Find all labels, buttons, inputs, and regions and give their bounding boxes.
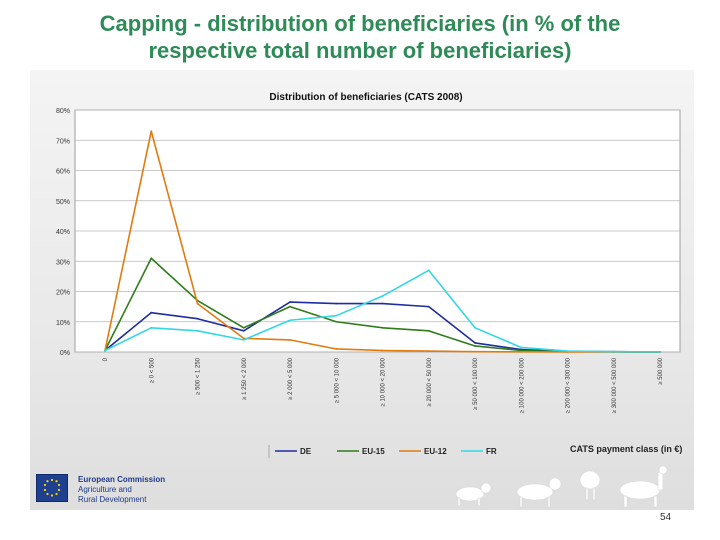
y-tick-label: 40% (56, 229, 70, 236)
x-tick-label: ≥ 2 000 < 5 000 (288, 357, 294, 399)
data-point-eu-12 (150, 130, 153, 133)
x-tick-label: ≥ 500 000 (658, 357, 664, 384)
x-tick-label: ≥ 5 000 < 10 000 (334, 357, 340, 403)
data-point-eu-15 (335, 320, 338, 323)
data-point-eu-12 (242, 337, 245, 340)
data-point-de (242, 329, 245, 332)
data-point-eu-12 (335, 348, 338, 350)
eu-flag-icon (36, 474, 68, 502)
x-tick-label: 0 (103, 357, 109, 361)
data-point-eu-15 (474, 345, 476, 347)
x-tick-label: ≥ 500 < 1 250 (196, 357, 202, 394)
data-point-fr (104, 349, 106, 352)
data-point-eu-15 (150, 257, 153, 260)
slide-title: Capping - distribution of beneficiaries … (20, 10, 700, 64)
organization-dg-line2: Rural Development (78, 495, 147, 504)
organization-block: European Commission Agriculture and Rura… (78, 475, 165, 505)
chart: Distribution of beneficiaries (CATS 2008… (56, 92, 682, 458)
data-point-fr (381, 295, 384, 297)
data-point-de (196, 317, 199, 320)
data-point-fr (289, 319, 291, 322)
y-tick-label: 70% (56, 138, 70, 145)
data-point-de (150, 311, 153, 314)
y-tick-label: 10% (56, 320, 70, 327)
data-point-eu-12 (289, 339, 291, 341)
data-point-fr (196, 329, 199, 332)
x-tick-label: ≥ 300 000 < 500 000 (612, 357, 618, 413)
x-tick-labels: 0 ≥ 0 < 500 ≥ 500 < 1 250 ≥ 1 250 < 2 000 ≥ … (103, 357, 664, 413)
data-point-eu-12 (474, 350, 476, 353)
y-tick-labels: 0% 10% 20% 30% 40% 50% 60% 70% 80% (56, 108, 70, 357)
x-tick-label: ≥ 0 < 500 (149, 357, 155, 383)
data-point-fr (566, 350, 569, 352)
x-tick-label: ≥ 20 000 < 50 000 (427, 357, 433, 406)
organization-name: European Commission (78, 475, 166, 484)
data-point-eu-12 (381, 349, 384, 352)
data-point-eu-12 (520, 350, 523, 353)
legend-label: FR (486, 447, 497, 456)
grid-layer (74, 109, 681, 353)
y-tick-label: 80% (56, 108, 70, 115)
page-number: 54 (660, 512, 672, 523)
x-tick-label: ≥ 100 000 < 200 000 (519, 357, 525, 413)
data-point-eu-15 (289, 305, 291, 308)
x-tick-label: ≥ 10 000 < 20 000 (381, 357, 387, 406)
legend: DE EU-15 EU-12 FR (268, 445, 497, 458)
chart-panel: Distribution of beneficiaries (CATS 2008… (30, 70, 694, 510)
y-tick-label: 50% (56, 199, 70, 206)
organization-dg-line1: Agriculture and (78, 485, 132, 494)
slide-title-line-2: respective total number of beneficiaries… (148, 38, 572, 63)
slide-title-line-1: Capping - distribution of beneficiaries … (99, 11, 621, 36)
y-tick-label: 20% (56, 290, 70, 297)
x-tick-label: ≥ 200 000 < 300 000 (566, 357, 572, 413)
data-point-de (335, 302, 338, 305)
data-point-eu-12 (196, 302, 199, 305)
data-point-fr (150, 326, 153, 329)
data-point-de (474, 342, 476, 344)
series-layer (104, 130, 661, 353)
data-point-fr (474, 326, 476, 329)
chart-title: Distribution of beneficiaries (CATS 2008… (269, 92, 462, 103)
y-tick-label: 0% (60, 350, 70, 357)
data-point-fr (659, 350, 661, 353)
data-point-de (381, 302, 384, 305)
data-point-fr (427, 269, 430, 272)
data-point-eu-15 (427, 329, 430, 332)
data-point-fr (335, 314, 338, 317)
x-axis-label: CATS payment class (in €) (570, 444, 682, 454)
data-point-eu-15 (242, 326, 245, 329)
data-point-fr (242, 339, 245, 341)
x-tick-label: ≥ 50 000 < 100 000 (473, 357, 479, 410)
data-point-fr (520, 346, 523, 349)
data-point-de (289, 301, 291, 303)
data-point-eu-15 (381, 326, 384, 329)
legend-label: DE (300, 447, 312, 456)
y-tick-label: 30% (56, 259, 70, 266)
farm-animals-silhouette (455, 465, 668, 508)
data-point-fr (612, 350, 615, 353)
legend-label: EU-12 (424, 447, 447, 456)
x-tick-label: ≥ 1 250 < 2 000 (242, 357, 248, 399)
legend-label: EU-15 (362, 447, 385, 456)
data-point-eu-15 (520, 349, 523, 352)
data-point-eu-12 (427, 350, 430, 352)
y-tick-label: 60% (56, 169, 70, 176)
data-point-de (427, 305, 430, 308)
